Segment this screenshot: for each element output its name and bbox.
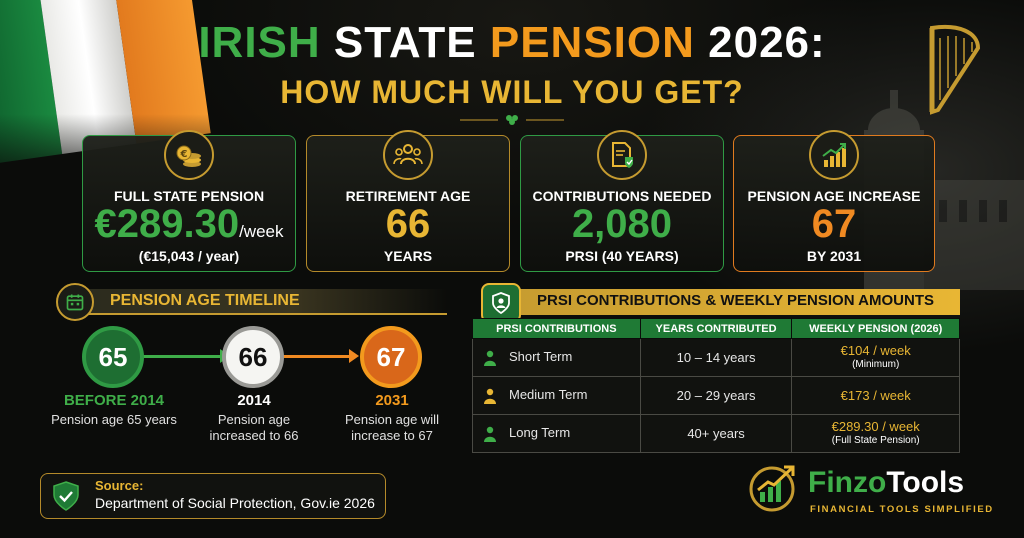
card-retirement-age: RETIREMENT AGE 66 YEARS <box>306 130 510 272</box>
timeline-arrow <box>349 349 359 363</box>
table-cell: 40+ years <box>639 414 793 453</box>
shamrock-divider <box>460 115 564 125</box>
pension-amount: €289.30 <box>94 202 240 246</box>
table-cell: 10 – 14 years <box>639 338 793 377</box>
card-contributions-needed: CONTRIBUTIONS NEEDED 2,080 PRSI (40 YEAR… <box>520 130 724 272</box>
weekly-pension: €289.30 / week <box>831 418 920 434</box>
harp-icon <box>929 25 981 115</box>
table-cell: €289.30 / week (Full State Pension) <box>791 414 960 453</box>
svg-text:€: € <box>180 149 188 160</box>
row-type: Long Term <box>509 425 571 441</box>
person-icon <box>484 426 496 442</box>
people-icon <box>383 130 433 180</box>
card-value: 66 <box>385 202 431 246</box>
card-value: €289.30/week <box>83 202 295 247</box>
source-text: Department of Social Protection, Gov.ie … <box>95 495 375 511</box>
table-cell: Short Term <box>472 338 641 377</box>
pension-note: (Minimum) <box>852 358 900 370</box>
brand-name: FinzoTools <box>808 466 964 500</box>
card-value: 67 <box>811 202 857 246</box>
source-box <box>40 473 386 519</box>
card-label: PENSION AGE INCREASE <box>747 188 921 204</box>
title-word-pension: PENSION <box>489 18 695 67</box>
finzotools-logo <box>749 465 795 512</box>
column-header: PRSI CONTRIBUTIONS <box>472 318 641 339</box>
brand-tagline: FINANCIAL TOOLS SIMPLIFIED <box>810 504 994 515</box>
timeline-node-65: 65 <box>82 326 144 388</box>
person-icon <box>484 350 496 366</box>
timeline-year: 2014 <box>237 392 271 409</box>
row-type: Medium Term <box>509 387 588 403</box>
timeline-description: Pension age increased to 66 <box>209 412 299 443</box>
title-word-year: 2026: <box>708 18 826 67</box>
column-header: YEARS CONTRIBUTED <box>639 318 793 339</box>
weekly-pension: €173 / week <box>840 387 911 403</box>
card-label: RETIREMENT AGE <box>345 188 471 204</box>
weekly-pension: €104 / week <box>840 342 911 358</box>
table-cell: €173 / week <box>791 376 960 415</box>
row-type: Short Term <box>509 349 573 365</box>
calendar-icon <box>56 283 94 321</box>
table-cell: Medium Term <box>472 376 641 415</box>
page-subtitle: HOW MUCH WILL YOU GET? <box>280 74 744 110</box>
card-sub: BY 2031 <box>806 248 862 264</box>
table-row: Long Term 40+ years €289.30 / week (Full … <box>472 414 960 453</box>
card-value: 2,080 <box>571 202 673 246</box>
prsi-table: PRSI CONTRIBUTIONS YEARS CONTRIBUTED WEE… <box>472 318 960 453</box>
document-check-icon <box>597 130 647 180</box>
timeline-node-66: 66 <box>222 326 284 388</box>
card-sub: (€15,043 / year) <box>138 248 240 264</box>
person-shield-icon <box>481 283 521 323</box>
timeline-year: BEFORE 2014 <box>63 392 165 409</box>
timeline-description: Pension age 65 years <box>51 412 177 427</box>
table-header-row: PRSI CONTRIBUTIONS YEARS CONTRIBUTED WEE… <box>472 318 960 339</box>
timeline-year: 2031 <box>375 392 409 409</box>
card-label: FULL STATE PENSION <box>113 188 265 204</box>
timeline-connector <box>283 355 351 358</box>
table-cell: 20 – 29 years <box>639 376 793 415</box>
coins-icon: € <box>164 130 214 180</box>
page-title: IRISH STATE PENSION 2026: <box>0 18 1024 68</box>
shield-check-icon <box>53 481 79 511</box>
pension-note: (Full State Pension) <box>831 434 920 446</box>
brand-name-part: Finzo <box>808 466 887 499</box>
brand-name-part: Tools <box>886 466 965 499</box>
title-word-state: STATE <box>333 18 477 67</box>
title-word-irish: IRISH <box>198 18 321 67</box>
chart-up-icon <box>809 130 859 180</box>
card-sub: PRSI (40 YEARS) <box>565 248 679 264</box>
table-cell: €104 / week (Minimum) <box>791 338 960 377</box>
table-row: Short Term 10 – 14 years €104 / week (Min… <box>472 338 960 377</box>
prsi-header-bar <box>497 289 960 315</box>
prsi-title: PRSI CONTRIBUTIONS & WEEKLY PENSION AMOU… <box>537 292 934 309</box>
person-icon <box>484 388 496 404</box>
timeline-header-bar <box>62 289 447 315</box>
column-header: WEEKLY PENSION (2026) <box>791 318 960 339</box>
card-pension-age-increase: PENSION AGE INCREASE 67 BY 2031 <box>733 130 935 272</box>
timeline-description: Pension age will increase to 67 <box>345 412 439 443</box>
timeline-connector <box>134 355 222 358</box>
source-label: Source: <box>95 478 144 493</box>
table-cell: Long Term <box>472 414 641 453</box>
timeline-title: PENSION AGE TIMELINE <box>110 292 300 309</box>
table-row: Medium Term 20 – 29 years €173 / week <box>472 376 960 415</box>
timeline-node-67: 67 <box>360 326 422 388</box>
pension-unit: /week <box>239 222 284 241</box>
card-sub: YEARS <box>383 248 433 264</box>
card-label: CONTRIBUTIONS NEEDED <box>532 188 712 204</box>
card-full-state-pension: € FULL STATE PENSION €289.30/week (€15,0… <box>82 130 296 272</box>
